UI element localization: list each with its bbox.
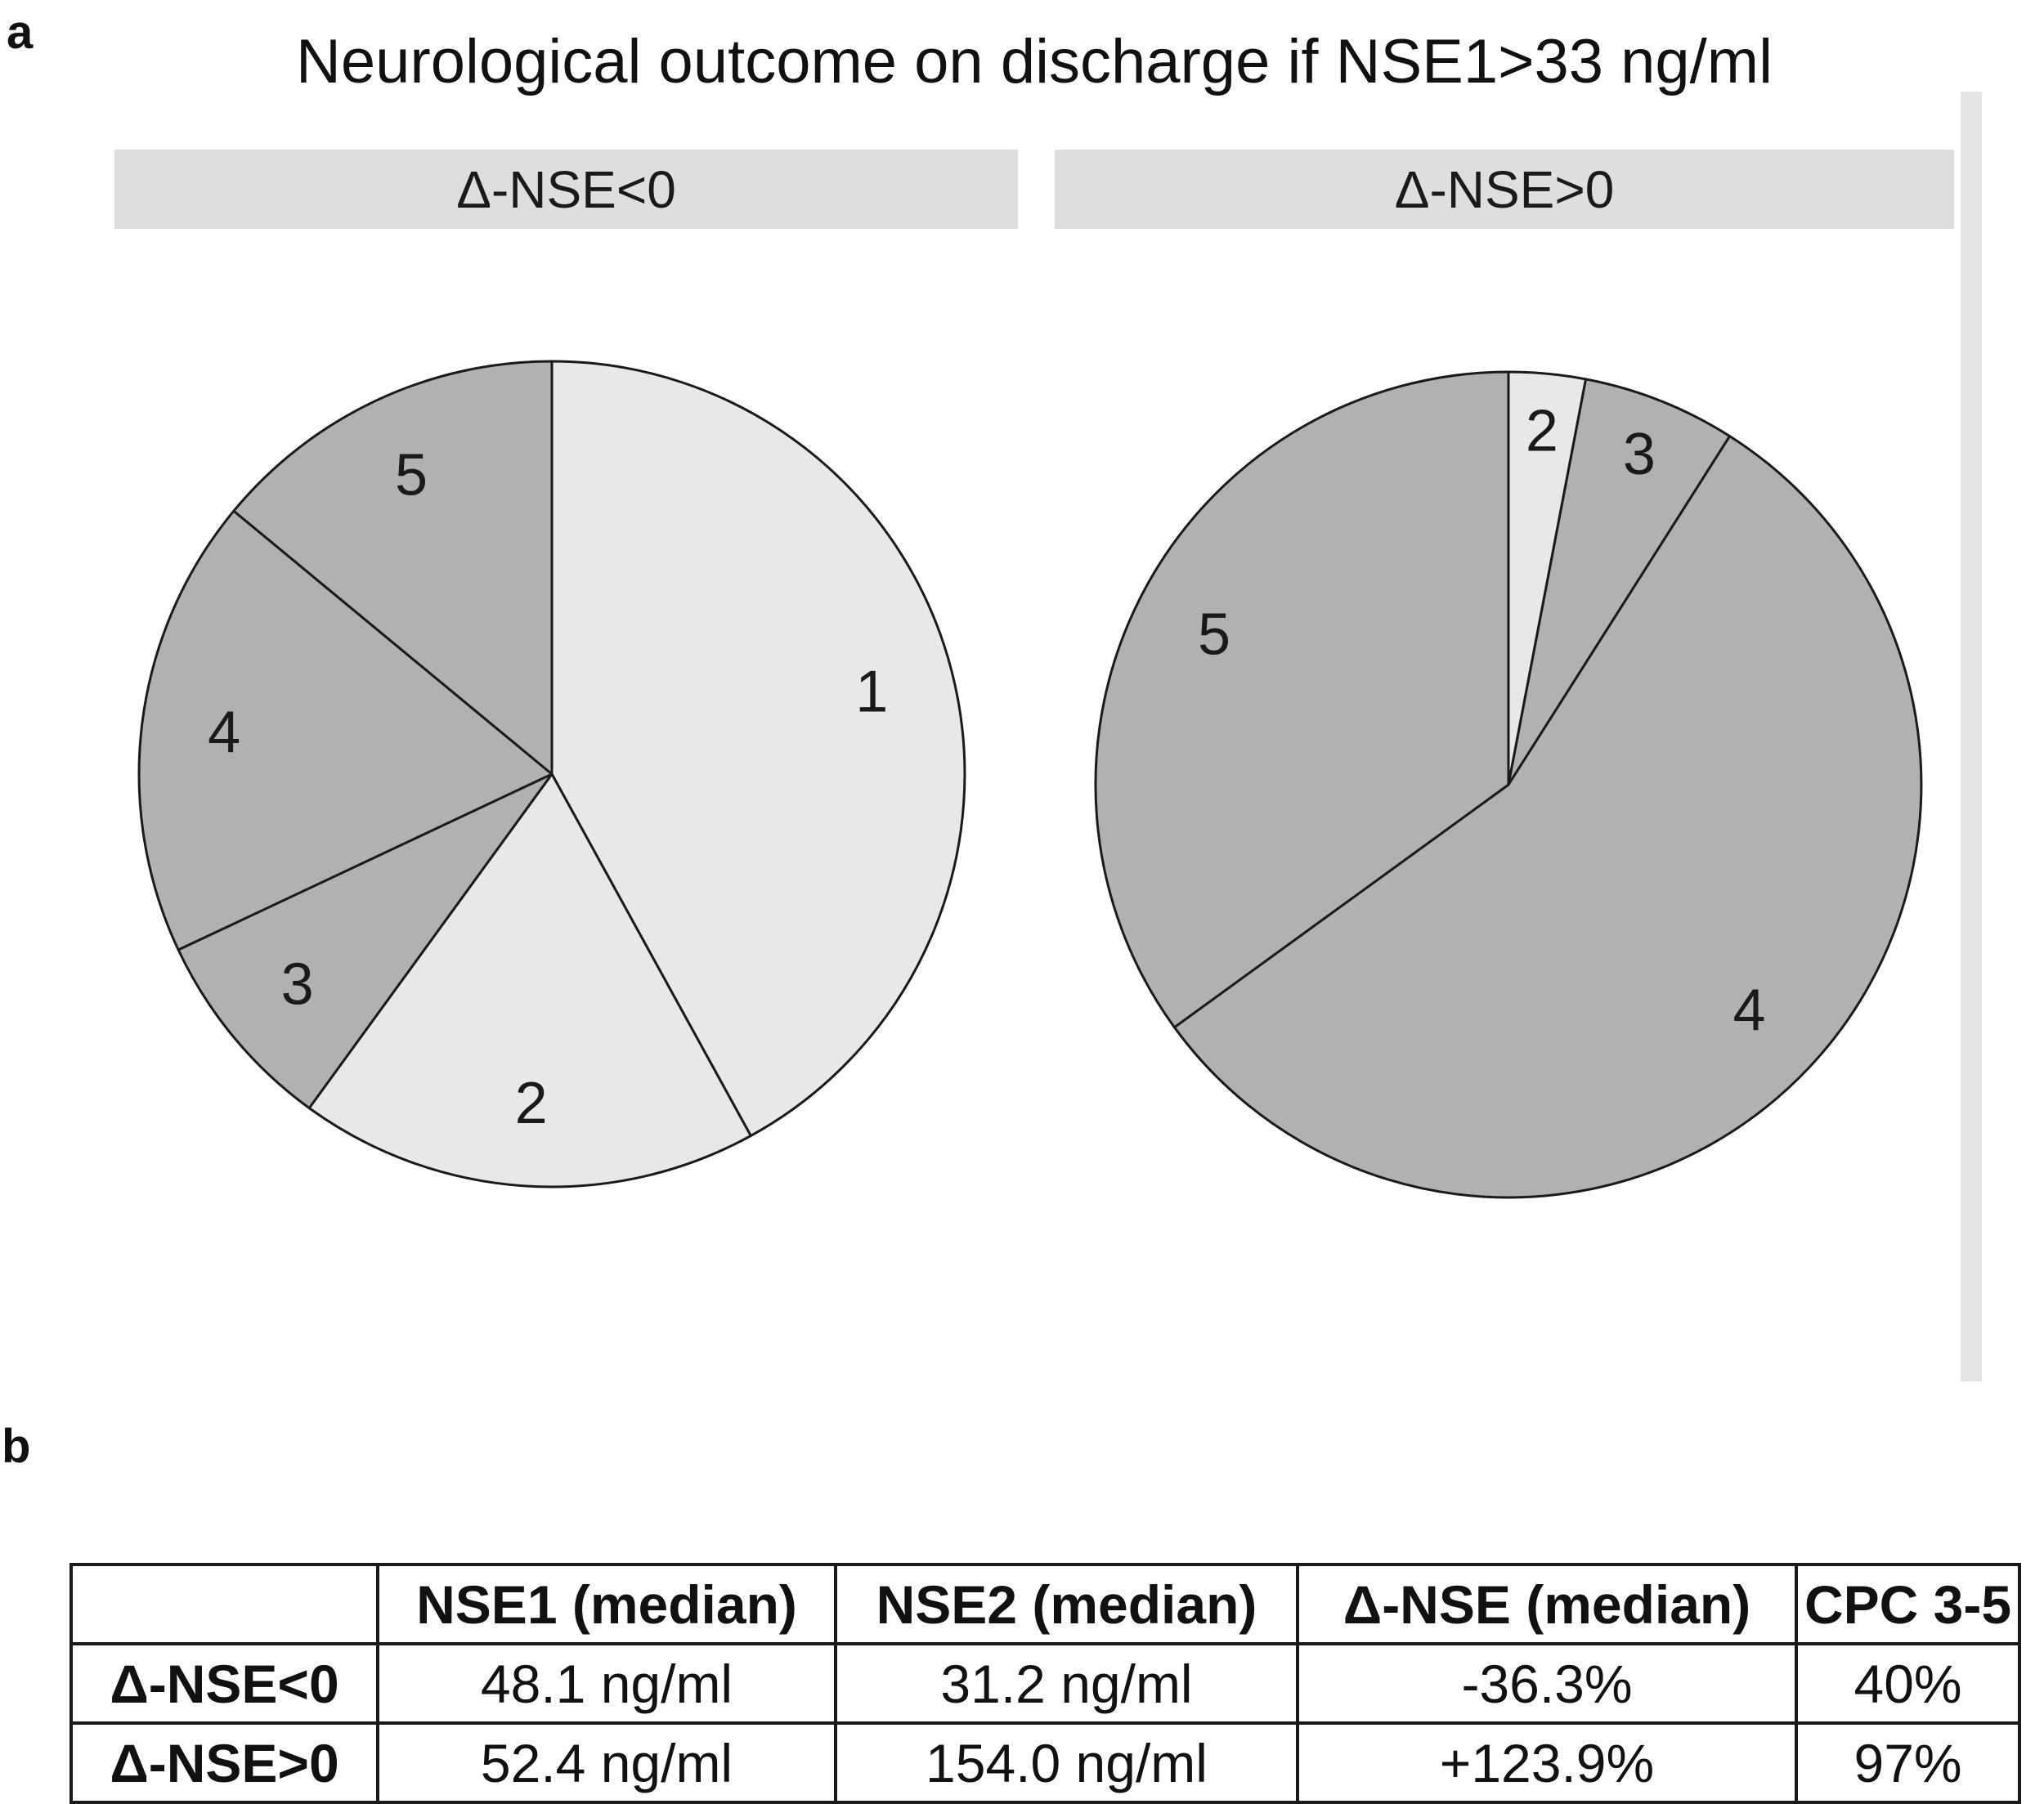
pie-slice-3 xyxy=(1507,378,1732,786)
table-cell-nse2: 154.0 ng/ml xyxy=(834,1721,1299,1804)
table-header-delta-nse: Δ-NSE (median) xyxy=(1296,1563,1798,1645)
left-pie-header: Δ-NSE<0 xyxy=(114,150,1018,229)
pie-slice-5 xyxy=(1094,370,1510,1029)
pie-slice-2 xyxy=(307,772,752,1188)
pie-slice-label-2: 2 xyxy=(1526,399,1558,464)
pie-slice-label-3: 3 xyxy=(1623,422,1656,487)
table-cell-cpc: 97% xyxy=(1794,1721,2022,1804)
pie-slice-4 xyxy=(137,509,554,951)
summary-table: NSE1 (median) NSE2 (median) Δ-NSE (media… xyxy=(69,1563,2022,1804)
right-pie-header: Δ-NSE>0 xyxy=(1055,150,1954,229)
table-row: Δ-NSE>0 52.4 ng/ml 154.0 ng/ml +123.9% 9… xyxy=(69,1721,2022,1804)
table-cell-cpc: 40% xyxy=(1794,1642,2022,1725)
chart-title: Neurological outcome on discharge if NSE… xyxy=(295,27,1773,96)
table-cell-nse1: 52.4 ng/ml xyxy=(376,1721,837,1804)
pie-chart-delta-nse-positive: 2 3 4 5 xyxy=(1094,370,1923,1199)
table-row-label: Δ-NSE<0 xyxy=(69,1642,379,1725)
pie-slice-label-3: 3 xyxy=(281,952,314,1018)
pie-slice-label-4: 4 xyxy=(1732,978,1765,1044)
pie-chart-delta-nse-negative: 1 2 3 4 5 xyxy=(137,360,966,1188)
pie-slice-label-5: 5 xyxy=(395,442,428,508)
pie-slice-label-1: 1 xyxy=(855,660,888,725)
table-cell-delta: +123.9% xyxy=(1296,1721,1798,1804)
table-header-nse1: NSE1 (median) xyxy=(376,1563,837,1645)
table-row: Δ-NSE<0 48.1 ng/ml 31.2 ng/ml -36.3% 40% xyxy=(69,1642,2022,1725)
pie-slice-4 xyxy=(1172,435,1923,1199)
table-header-nse2: NSE2 (median) xyxy=(834,1563,1299,1645)
pie-slice-label-2: 2 xyxy=(515,1071,548,1136)
table-header-empty xyxy=(69,1563,379,1645)
pie-slice-3 xyxy=(177,772,554,1110)
table-cell-nse1: 48.1 ng/ml xyxy=(376,1642,837,1725)
table-header-row: NSE1 (median) NSE2 (median) Δ-NSE (media… xyxy=(69,1563,2022,1645)
pie-slice-1 xyxy=(550,360,966,1137)
table-cell-delta: -36.3% xyxy=(1296,1642,1798,1725)
pie-slice-label-4: 4 xyxy=(208,700,240,765)
pie-slice-label-5: 5 xyxy=(1198,602,1230,668)
table-cell-nse2: 31.2 ng/ml xyxy=(834,1642,1299,1725)
pie-slice-5 xyxy=(232,360,554,776)
decorative-strip xyxy=(1961,92,1982,1381)
panel-a-label: a xyxy=(7,6,34,59)
table-header-cpc: CPC 3-5 xyxy=(1794,1563,2022,1645)
panel-b-label: b xyxy=(2,1420,31,1473)
table-row-label: Δ-NSE>0 xyxy=(69,1721,379,1804)
